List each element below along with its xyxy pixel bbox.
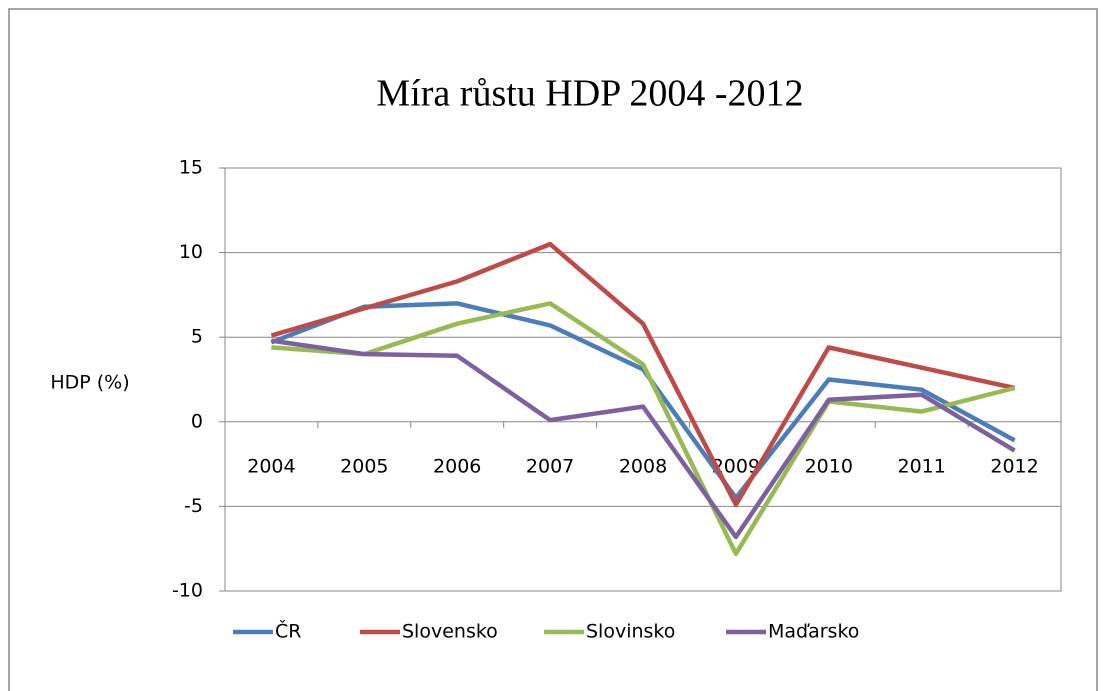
series-line — [271, 338, 1016, 540]
x-tick-label: 2005 — [340, 455, 388, 477]
x-tick-label: 2008 — [619, 455, 667, 477]
y-tick-label: 5 — [191, 326, 203, 348]
x-tick-label: 2012 — [990, 455, 1038, 477]
x-tick-label: 2010 — [805, 455, 853, 477]
legend-label: Slovinsko — [586, 621, 675, 643]
chart-title: Míra růstu HDP 2004 -2012 — [376, 73, 803, 115]
x-tick-label: 2004 — [247, 455, 295, 477]
y-tick-label: 0 — [191, 410, 203, 432]
y-tick-label: -10 — [172, 580, 203, 602]
legend-label: Slovensko — [402, 621, 498, 643]
legend-label: ČR — [275, 619, 301, 643]
y-tick-label: 15 — [179, 157, 203, 179]
x-tick-label: 2009 — [712, 455, 760, 477]
series-line — [270, 241, 1016, 507]
y-tick-label: -5 — [184, 495, 203, 517]
x-tick-label: 2011 — [897, 455, 945, 477]
chart-border — [8, 8, 1098, 691]
x-tick-label: 2006 — [433, 455, 481, 477]
x-tick-label: 2007 — [526, 455, 574, 477]
series-line — [271, 301, 1016, 557]
legend-label: Maďarsko — [768, 621, 859, 643]
y-axis-label: HDP (%) — [50, 372, 129, 394]
plot-border — [224, 167, 1062, 592]
y-tick-label: 10 — [179, 241, 203, 263]
